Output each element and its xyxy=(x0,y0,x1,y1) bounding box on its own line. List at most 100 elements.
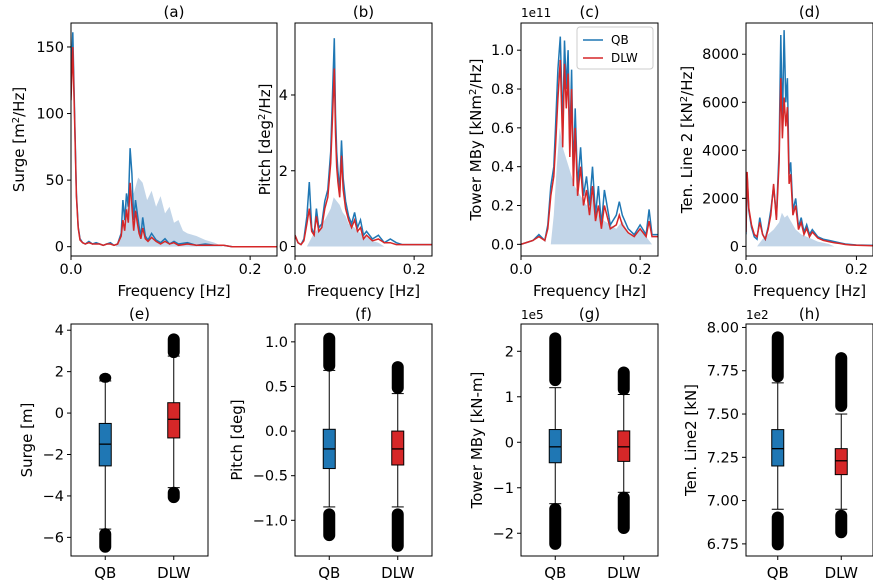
x-tick-label: DLW xyxy=(157,564,191,582)
plot-area xyxy=(746,30,873,247)
series-line-qb xyxy=(295,38,432,246)
y-tick-label: −1 xyxy=(493,481,514,497)
box-iqr xyxy=(834,448,848,476)
y-tick-label: 0.8 xyxy=(491,82,514,98)
x-tick-label: QB xyxy=(544,564,566,582)
y-tick-label: −6 xyxy=(43,530,64,546)
x-axis-label: Frequency [Hz] xyxy=(533,282,646,300)
y-axis-label: Pitch [deg2/Hz] xyxy=(256,84,274,196)
panel-f: QB DLW −1.0 −0.5 0.0 0.5 1.0 (f) Pitch [deg] xyxy=(228,305,433,582)
y-tick-label: 0 xyxy=(55,240,64,256)
series-line-dlw xyxy=(521,59,658,246)
flier-low xyxy=(835,509,848,539)
y-tick-label: 1.0 xyxy=(491,43,514,59)
flier-high xyxy=(391,361,404,394)
axes-frame xyxy=(294,323,433,557)
flier-low xyxy=(167,486,180,504)
axes-frame xyxy=(294,22,433,257)
x-tick-label: DLW xyxy=(381,564,415,582)
plot-area xyxy=(521,36,658,246)
x-axis-label: Frequency [Hz] xyxy=(307,282,420,300)
y-axis-label: Ten. Line 2 [kN2/Hz] xyxy=(678,66,696,214)
flier-low xyxy=(771,511,784,551)
y-tick-label: 1 xyxy=(505,390,514,406)
y-tick-label: 2 xyxy=(279,164,288,180)
y-axis-label: Surge [m2/Hz] xyxy=(10,87,28,192)
legend: QB DLW xyxy=(576,26,654,70)
box-dlw xyxy=(834,352,848,539)
axes-frame xyxy=(520,22,659,257)
y-axis-label: Surge [m] xyxy=(18,403,36,478)
flier-low xyxy=(99,528,112,553)
x-tick-label: QB xyxy=(318,564,340,582)
flier-low xyxy=(549,502,562,550)
y-tick-label: 7.75 xyxy=(707,364,739,380)
x-axis-label: Frequency [Hz] xyxy=(117,282,230,300)
y-tick-label: 0.2 xyxy=(491,199,514,215)
x-tick-label: 0.2 xyxy=(239,262,262,278)
y-tick-label: 2 xyxy=(505,344,514,360)
y-tick-label: 0 xyxy=(279,240,288,256)
panel-title: (b) xyxy=(353,3,374,21)
flier-high xyxy=(771,331,784,383)
flier-high xyxy=(835,352,848,412)
y-tick-label: 0.0 xyxy=(265,424,288,440)
panel-title: (g) xyxy=(579,305,600,323)
y-tick-label: 6000 xyxy=(702,95,739,111)
x-axis-label: Frequency [Hz] xyxy=(753,282,866,300)
panel-a: 0.0 0.2 0 50 100 150 (a) Frequency [Hz] Surge [m… xyxy=(10,3,278,300)
y-axis-label: Tower MBy [kN-m] xyxy=(468,372,486,510)
axes-frame xyxy=(745,22,873,257)
flier-low xyxy=(323,508,336,542)
plot-area xyxy=(295,38,432,247)
box-dlw xyxy=(391,361,405,552)
flier-high xyxy=(617,366,630,396)
plot-area xyxy=(71,32,277,248)
y-tick-label: −0.5 xyxy=(253,469,288,485)
flier-low xyxy=(617,491,630,534)
x-tick-label: 0.0 xyxy=(509,262,532,278)
x-tick-label: 0.2 xyxy=(845,262,868,278)
y-axis-label: Ten. Line2 [kN] xyxy=(682,384,700,497)
panel-title: (d) xyxy=(799,3,820,21)
x-tick-label: DLW xyxy=(825,564,859,582)
y-tick-label: 0.0 xyxy=(491,237,514,253)
box-iqr xyxy=(548,429,562,464)
panel-title: (c) xyxy=(580,3,600,21)
y-tick-label: 7.00 xyxy=(707,494,739,510)
y-tick-label: −4 xyxy=(43,489,64,505)
panel-e: QB DLW −6 −4 −2 0 2 4 (e) Surge [m] xyxy=(18,305,209,582)
box-iqr xyxy=(167,402,181,439)
panel-g: QB DLW −2 −1 0 1 2 (g) 1e5 Tower MBy [kN-m] xyxy=(468,305,659,582)
y-tick-label: −1.0 xyxy=(253,513,288,529)
axes-frame xyxy=(70,323,209,557)
box-iqr xyxy=(771,429,785,467)
axes-frame xyxy=(520,323,659,557)
panel-title: (h) xyxy=(799,305,820,323)
y-tick-label: 6.75 xyxy=(707,537,739,553)
panel-title: (f) xyxy=(355,305,372,323)
x-tick-label: 0.2 xyxy=(629,262,652,278)
axes-frame xyxy=(745,323,873,557)
x-tick-label: 0.0 xyxy=(734,262,757,278)
x-tick-label: 0.0 xyxy=(59,262,82,278)
y-tick-label: 0.4 xyxy=(491,160,514,176)
panel-title: (e) xyxy=(129,305,150,323)
box-iqr xyxy=(617,430,631,462)
y-tick-label: 8000 xyxy=(702,47,739,63)
y-tick-label: 2 xyxy=(55,365,64,381)
axes-frame xyxy=(70,22,278,257)
offset-text: 1e11 xyxy=(521,6,551,20)
legend-label-dlw: DLW xyxy=(611,51,638,65)
y-tick-label: 0.6 xyxy=(491,121,514,137)
y-tick-label: 7.25 xyxy=(707,450,739,466)
spectrum-fill xyxy=(550,127,653,245)
y-tick-label: 2000 xyxy=(702,191,739,207)
panel-d: 0.0 0.2 0 2000 4000 6000 8000 (d) Frequency [Hz]… xyxy=(678,3,873,300)
flier-high xyxy=(99,372,112,383)
x-tick-label: 0.2 xyxy=(403,262,426,278)
box-qb xyxy=(322,332,336,542)
y-tick-label: 0 xyxy=(730,239,739,255)
y-axis-label: Pitch [deg] xyxy=(228,399,246,480)
